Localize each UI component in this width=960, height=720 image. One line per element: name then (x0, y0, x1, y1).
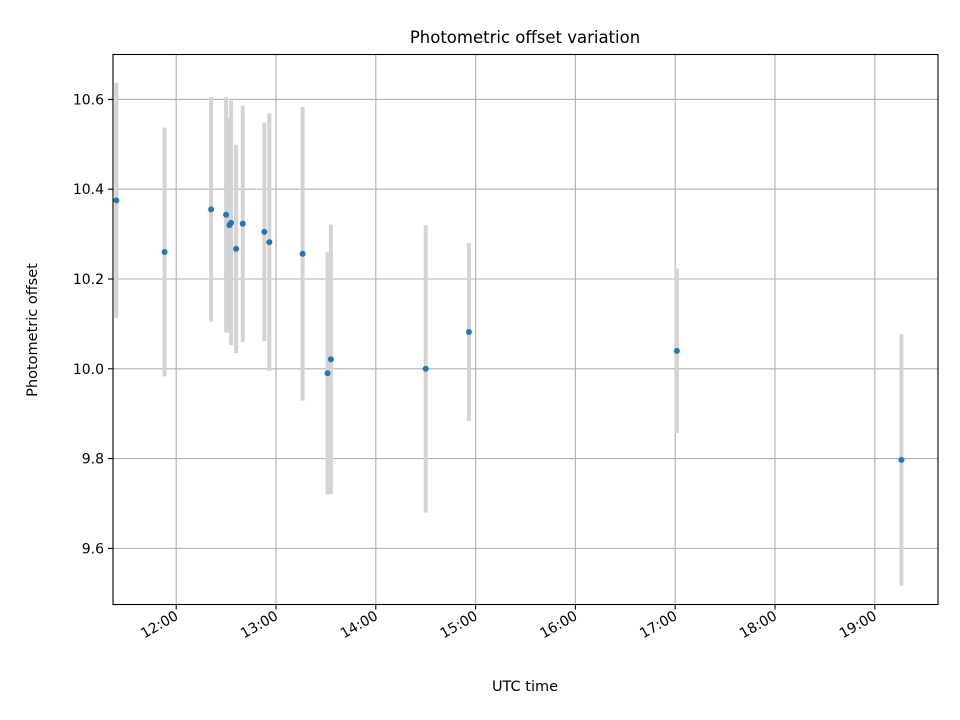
y-tick-label: 9.6 (82, 541, 104, 557)
y-axis-label: Photometric offset (25, 263, 41, 397)
y-tick-label: 9.8 (82, 452, 104, 468)
plot-background (113, 54, 938, 605)
x-tick-label: 13:00 (238, 608, 281, 642)
x-tick-label: 15:00 (438, 608, 481, 642)
x-tick-label: 12:00 (138, 608, 181, 642)
data-point (228, 219, 235, 226)
y-axis-ticks: 9.6 9.8 10.0 10.2 10.4 10.6 (73, 92, 113, 557)
data-point (324, 370, 331, 377)
data-point (261, 228, 268, 235)
data-point (898, 456, 905, 463)
y-tick-label: 10.2 (73, 272, 104, 288)
x-axis-label: UTC time (492, 679, 558, 695)
data-point (161, 249, 168, 256)
data-point (239, 220, 246, 227)
data-point (223, 211, 230, 218)
data-point (266, 239, 273, 246)
data-point (299, 250, 306, 257)
x-axis-ticks: 12:00 13:00 14:00 15:00 16:00 17:00 18:00 19:00 (138, 604, 880, 642)
data-point (113, 197, 120, 204)
x-tick-label: 18:00 (737, 608, 780, 642)
chart-title: Photometric offset variation (410, 28, 640, 47)
data-points (113, 197, 905, 463)
data-point (673, 347, 680, 354)
x-tick-label: 19:00 (837, 608, 880, 642)
data-point (327, 356, 334, 363)
data-point (422, 365, 429, 372)
data-point (208, 206, 215, 213)
data-point (465, 328, 472, 335)
x-tick-label: 17:00 (637, 608, 680, 642)
y-tick-label: 10.0 (73, 362, 104, 378)
plot-frame (112, 53, 939, 606)
y-tick-label: 10.4 (73, 182, 104, 198)
x-tick-label: 14:00 (338, 608, 381, 642)
y-tick-label: 10.6 (73, 92, 104, 108)
data-point (233, 245, 240, 252)
x-tick-label: 16:00 (537, 608, 580, 642)
grid (113, 54, 938, 605)
